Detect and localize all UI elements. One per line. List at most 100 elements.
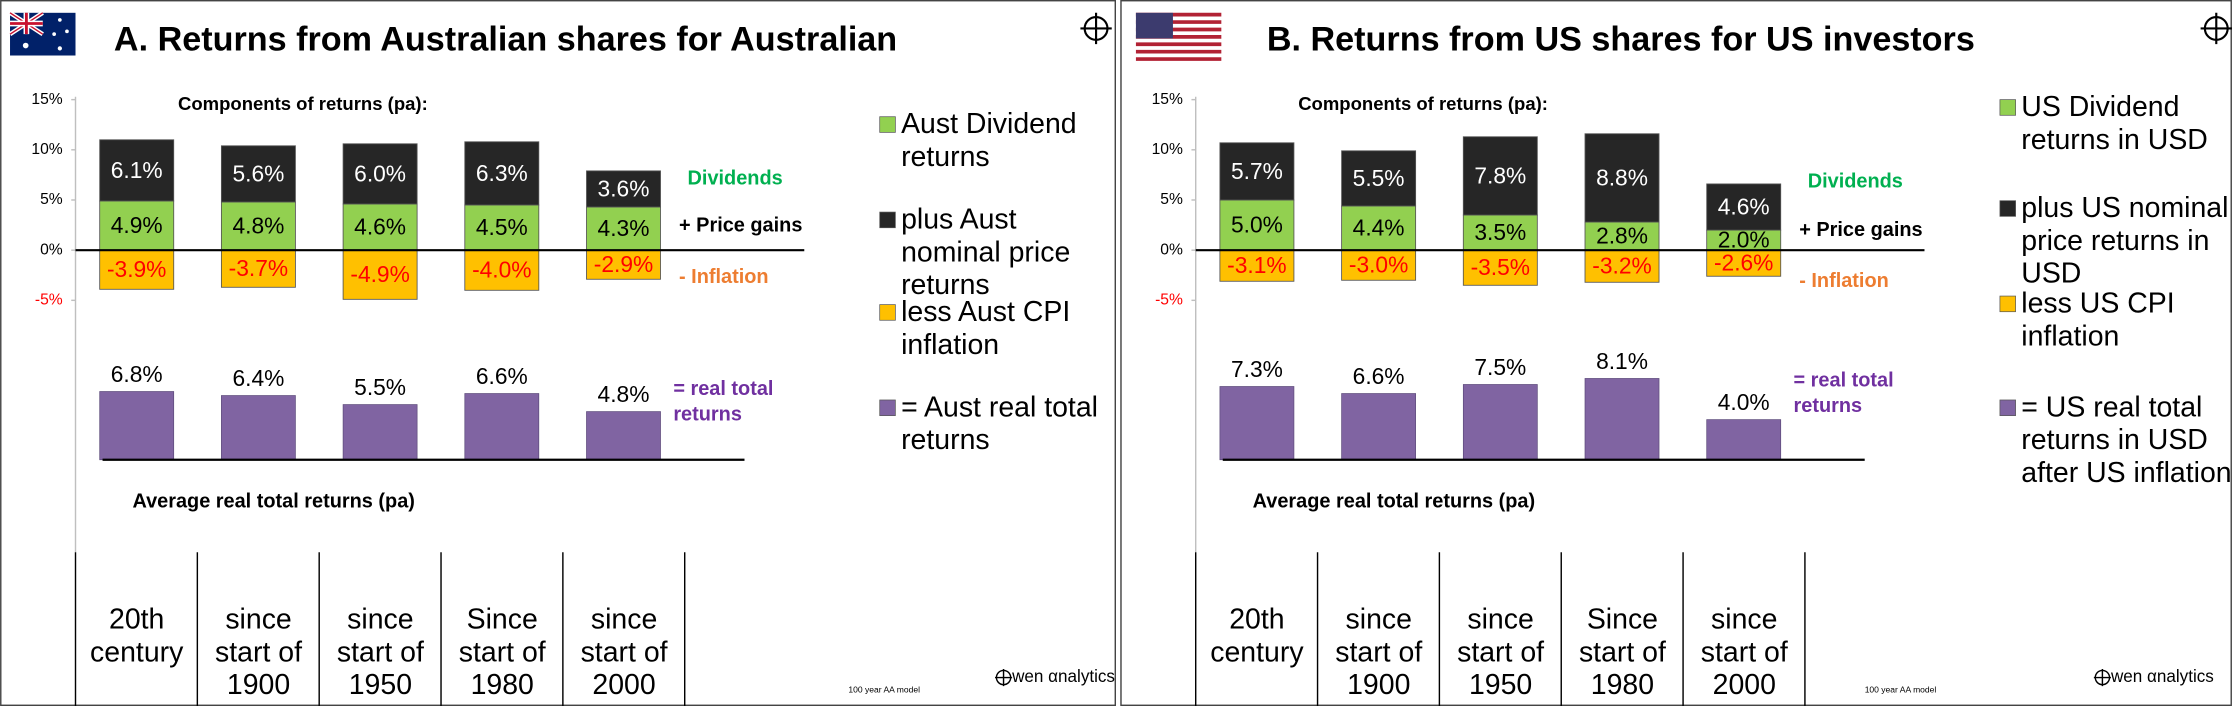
subtitle: Components of returns (pa): bbox=[178, 93, 428, 114]
series-annotation: + Price gains bbox=[1799, 219, 1922, 241]
value-label: 6.1% bbox=[111, 157, 163, 183]
bar-segment bbox=[586, 206, 661, 251]
bar-segment bbox=[1462, 136, 1538, 216]
source-note: 100 year AA model bbox=[1865, 685, 1937, 695]
x-tick-label: Since start of 1980 bbox=[1579, 603, 1666, 700]
value-label: 5.5% bbox=[1353, 165, 1405, 191]
value-label: 7.8% bbox=[1474, 162, 1526, 188]
x-tick-label: since start of 1900 bbox=[1335, 603, 1422, 700]
value-label: 6.4% bbox=[232, 365, 284, 391]
value-label: 5.0% bbox=[1231, 212, 1283, 238]
footnote: Average real total returns (pa) bbox=[132, 491, 414, 513]
y-tick-label: 10% bbox=[31, 141, 62, 158]
real-return-bar bbox=[1706, 419, 1782, 461]
value-label: 4.6% bbox=[1718, 193, 1770, 219]
real-return-bar bbox=[99, 391, 175, 461]
bar-segment bbox=[1584, 221, 1660, 251]
crosshair-icon bbox=[2200, 12, 2232, 45]
value-label: 4.6% bbox=[354, 214, 406, 240]
x-tick-label: since start of 1900 bbox=[215, 603, 302, 700]
y-tick-label: -5% bbox=[35, 291, 63, 308]
x-tick-label: since start of 1950 bbox=[1457, 603, 1544, 700]
chart-title: A. Returns from Australian shares for Au… bbox=[114, 20, 897, 58]
bar-segment bbox=[99, 200, 175, 251]
bar-segment bbox=[1219, 142, 1295, 201]
series-annotation: - Inflation bbox=[679, 266, 769, 288]
x-tick-label: since start of 1950 bbox=[337, 603, 424, 700]
value-label: -3.9% bbox=[107, 256, 166, 282]
footnote: Average real total returns (pa) bbox=[1253, 491, 1535, 513]
value-label: 2.0% bbox=[1718, 227, 1770, 253]
series-annotation: = real total returns bbox=[1794, 370, 1894, 418]
legend-swatch bbox=[879, 399, 896, 416]
logo-icon bbox=[995, 668, 1013, 687]
value-label: 5.5% bbox=[354, 374, 406, 400]
value-label: 3.6% bbox=[598, 175, 650, 201]
y-tick-label: 15% bbox=[1152, 91, 1183, 108]
bar-segment bbox=[1341, 150, 1417, 207]
legend-label: plus Aust nominal price returns bbox=[901, 203, 1070, 300]
real-return-bar bbox=[221, 395, 296, 461]
value-label: 6.6% bbox=[1353, 363, 1405, 389]
y-tick-label: 5% bbox=[1160, 191, 1183, 208]
value-label: -4.0% bbox=[472, 257, 531, 283]
value-label: 4.8% bbox=[598, 381, 650, 407]
real-return-bar bbox=[1341, 393, 1416, 461]
value-label: 3.5% bbox=[1474, 219, 1526, 245]
bar-segment bbox=[220, 249, 296, 288]
value-label: 6.6% bbox=[476, 363, 528, 389]
bar-segment bbox=[464, 249, 540, 291]
value-label: 4.4% bbox=[1353, 215, 1405, 241]
flag-usa bbox=[1135, 12, 1222, 62]
value-label: -3.7% bbox=[229, 255, 288, 281]
bar-segment bbox=[342, 203, 418, 251]
y-tick-label: 0% bbox=[1160, 241, 1183, 258]
bar-segment bbox=[220, 145, 296, 203]
bar-segment bbox=[342, 143, 418, 205]
value-label: 4.9% bbox=[111, 212, 163, 238]
series-annotation: Dividends bbox=[1808, 170, 1903, 192]
panel-border bbox=[1120, 0, 2232, 706]
x-tick-label: since start of 2000 bbox=[1701, 603, 1788, 700]
y-tick-label: 15% bbox=[31, 91, 62, 108]
series-annotation: = real total returns bbox=[673, 378, 773, 426]
bar-segment bbox=[464, 141, 540, 206]
legend-swatch bbox=[879, 211, 896, 229]
subtitle: Components of returns (pa): bbox=[1298, 93, 1548, 114]
real-return-bar bbox=[586, 411, 661, 461]
value-label: 4.5% bbox=[476, 214, 528, 240]
chart-title: B. Returns from US shares for US investo… bbox=[1267, 20, 1975, 58]
legend-swatch bbox=[1999, 99, 2016, 116]
legend-label: less US CPI inflation bbox=[2021, 287, 2174, 352]
legend-swatch bbox=[879, 304, 896, 321]
legend-label: plus US nominal price returns in USD bbox=[2021, 192, 2228, 289]
series-annotation: + Price gains bbox=[679, 215, 802, 237]
real-return-bar bbox=[1462, 384, 1538, 461]
value-label: -3.5% bbox=[1471, 254, 1530, 280]
value-label: 2.8% bbox=[1596, 223, 1648, 249]
y-tick-label: 10% bbox=[1152, 141, 1183, 158]
legend-swatch bbox=[1999, 295, 2016, 313]
value-label: 6.3% bbox=[476, 160, 528, 186]
bar-segment bbox=[1706, 183, 1782, 231]
x-tick-label: 20th century bbox=[90, 603, 184, 668]
y-tick-label: 0% bbox=[40, 241, 63, 258]
legend-swatch bbox=[1999, 399, 2016, 416]
value-label: -3.2% bbox=[1592, 253, 1651, 279]
legend-swatch bbox=[1999, 200, 2016, 217]
real-return-bar bbox=[342, 404, 418, 461]
legend-label: = Aust real total returns bbox=[901, 391, 1098, 456]
value-label: -4.9% bbox=[350, 261, 409, 287]
panel-border bbox=[0, 0, 1116, 706]
bar-segment bbox=[1341, 205, 1417, 251]
legend-swatch bbox=[879, 116, 896, 133]
series-annotation: - Inflation bbox=[1799, 270, 1889, 292]
value-label: -2.6% bbox=[1714, 250, 1773, 276]
legend-label: = US real total returns in USD after US in… bbox=[2021, 391, 2231, 488]
value-label: 7.3% bbox=[1231, 356, 1283, 382]
logo-icon bbox=[2093, 668, 2111, 687]
logo-text: wen αnalytics bbox=[1011, 667, 1115, 686]
real-return-bar bbox=[1219, 386, 1295, 461]
